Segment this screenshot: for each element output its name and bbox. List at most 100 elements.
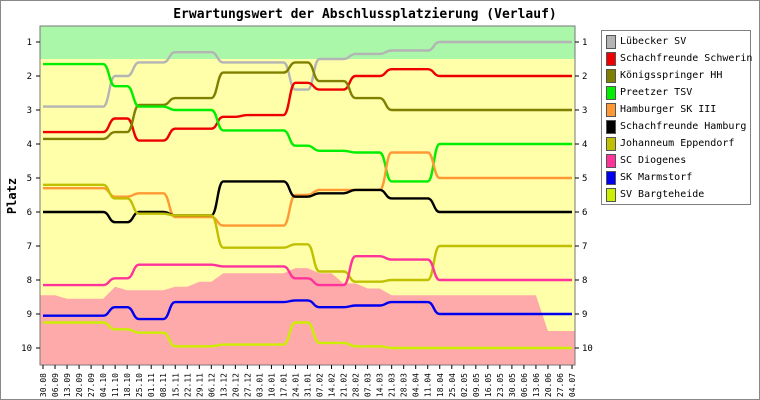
- x-tick-label: 25.04: [448, 373, 457, 397]
- x-tick-label: 13.09: [63, 373, 72, 397]
- legend-label: Schachfreunde Schwerin: [620, 53, 753, 64]
- y-tick-label-right: 1: [582, 38, 587, 48]
- x-tick-label: 13.06: [532, 373, 541, 397]
- legend-swatch: [606, 35, 616, 49]
- series-line-4: [43, 62, 572, 183]
- x-tick-label: 27.06: [556, 373, 565, 397]
- y-tick-label-right: 4: [582, 140, 587, 150]
- series-line-5: [43, 151, 572, 227]
- x-tick-label: 15.11: [171, 373, 180, 397]
- x-tick-label: 08.11: [159, 373, 168, 397]
- x-tick-label: 07.02: [316, 373, 325, 397]
- legend-swatch: [606, 154, 616, 168]
- x-tick-label: 02.05: [460, 373, 469, 397]
- x-tick-label: 20.06: [544, 373, 553, 397]
- x-tick-label: 03.01: [255, 373, 264, 397]
- series-line-2: [43, 68, 572, 142]
- y-tick-label-right: 3: [582, 106, 587, 116]
- y-tick-label-right: 6: [582, 208, 587, 218]
- legend-label: SK Marmstorf: [620, 172, 693, 183]
- series-line-6: [43, 180, 572, 224]
- legend-swatch: [606, 86, 616, 100]
- legend-swatch: [606, 188, 616, 202]
- legend-label: Lübecker SV: [620, 36, 687, 47]
- legend-label: Preetzer TSV: [620, 87, 693, 98]
- series-line-9: [43, 299, 572, 321]
- series-line-8: [43, 255, 572, 287]
- x-tick-label: 24.01: [291, 373, 300, 397]
- chart-title: Erwartungswert der Abschlussplatzierung …: [173, 7, 557, 22]
- x-tick-label: 06.06: [520, 373, 529, 397]
- series-line-7: [43, 183, 572, 283]
- y-tick-label: 1: [27, 38, 32, 48]
- y-tick-label-right: 7: [582, 242, 587, 252]
- y-tick-label: 10: [21, 344, 32, 354]
- legend-label: Schachfreunde Hamburg: [620, 121, 747, 132]
- x-tick-label: 20.12: [231, 373, 240, 397]
- y-axis-label: Platz: [5, 178, 19, 214]
- legend-swatch: [606, 171, 616, 185]
- x-tick-label: 14.02: [328, 373, 337, 397]
- x-tick-label: 01.11: [147, 373, 156, 397]
- y-tick-label-right: 9: [582, 310, 587, 320]
- legend-label: Königsspringer HH: [620, 70, 723, 81]
- x-tick-label: 29.11: [195, 373, 204, 397]
- red-zone: [40, 268, 575, 365]
- x-tick-label: 10.01: [267, 373, 276, 397]
- x-tick-label: 13.12: [219, 373, 228, 397]
- legend-label: SC Diogenes: [620, 155, 687, 166]
- x-tick-label: 27.09: [87, 373, 96, 397]
- legend-label: Johanneum Eppendorf: [620, 138, 735, 149]
- legend-swatch: [606, 120, 616, 134]
- y-tick-label: 2: [27, 72, 32, 82]
- y-tick-label-right: 8: [582, 276, 587, 286]
- x-tick-label: 30.08: [39, 373, 48, 397]
- x-tick-label: 04.10: [99, 373, 108, 397]
- x-tick-label: 04.04: [412, 373, 421, 397]
- y-tick-label-right: 5: [582, 174, 587, 184]
- x-tick-label: 31.01: [304, 373, 313, 397]
- x-tick-label: 20.09: [75, 373, 84, 397]
- y-tick-label-right: 10: [582, 344, 593, 354]
- x-tick-label: 18.10: [123, 373, 132, 397]
- x-tick-label: 07.03: [364, 373, 373, 397]
- x-tick-label: 28.02: [352, 373, 361, 397]
- x-tick-label: 17.01: [279, 373, 288, 397]
- legend-label: Hamburger SK III: [620, 104, 717, 115]
- series-line-1: [43, 40, 572, 108]
- x-tick-label: 18.04: [436, 373, 445, 397]
- y-tick-label: 3: [27, 106, 32, 116]
- legend-swatch: [606, 137, 616, 151]
- y-tick-label: 7: [27, 242, 32, 252]
- x-tick-label: 04.07: [568, 373, 577, 397]
- y-tick-label: 8: [27, 276, 32, 286]
- x-tick-label: 21.03: [388, 373, 397, 397]
- x-tick-label: 16.05: [484, 373, 493, 397]
- x-tick-label: 22.11: [183, 373, 192, 397]
- legend-swatch: [606, 52, 616, 66]
- x-tick-label: 27.12: [243, 373, 252, 397]
- x-tick-label: 21.02: [340, 373, 349, 397]
- y-tick-label: 6: [27, 208, 32, 218]
- x-tick-label: 09.05: [472, 373, 481, 397]
- x-tick-label: 11.04: [424, 373, 433, 397]
- legend-swatch: [606, 69, 616, 83]
- y-tick-label: 9: [27, 310, 32, 320]
- x-tick-label: 25.10: [135, 373, 144, 397]
- legend: Lübecker SV Schachfreunde Schwerin Königss…: [601, 30, 753, 205]
- x-tick-label: 06.12: [207, 373, 216, 397]
- x-tick-label: 06.09: [51, 373, 60, 397]
- y-tick-label-right: 2: [582, 72, 587, 82]
- series-line-10: [43, 321, 572, 350]
- series-line-3: [43, 61, 572, 141]
- legend-swatch: [606, 103, 616, 117]
- y-tick-label: 4: [27, 140, 32, 150]
- x-tick-label: 23.05: [496, 373, 505, 397]
- y-tick-label: 5: [27, 174, 32, 184]
- x-tick-label: 11.10: [111, 373, 120, 397]
- x-tick-label: 28.03: [400, 373, 409, 397]
- x-tick-label: 14.03: [376, 373, 385, 397]
- x-tick-label: 30.05: [508, 373, 517, 397]
- legend-label: SV Bargteheide: [620, 189, 705, 200]
